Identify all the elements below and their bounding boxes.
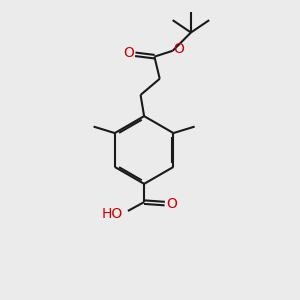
Text: O: O: [166, 196, 177, 211]
Text: O: O: [123, 46, 134, 60]
Text: HO: HO: [101, 208, 123, 221]
Text: O: O: [173, 42, 184, 56]
